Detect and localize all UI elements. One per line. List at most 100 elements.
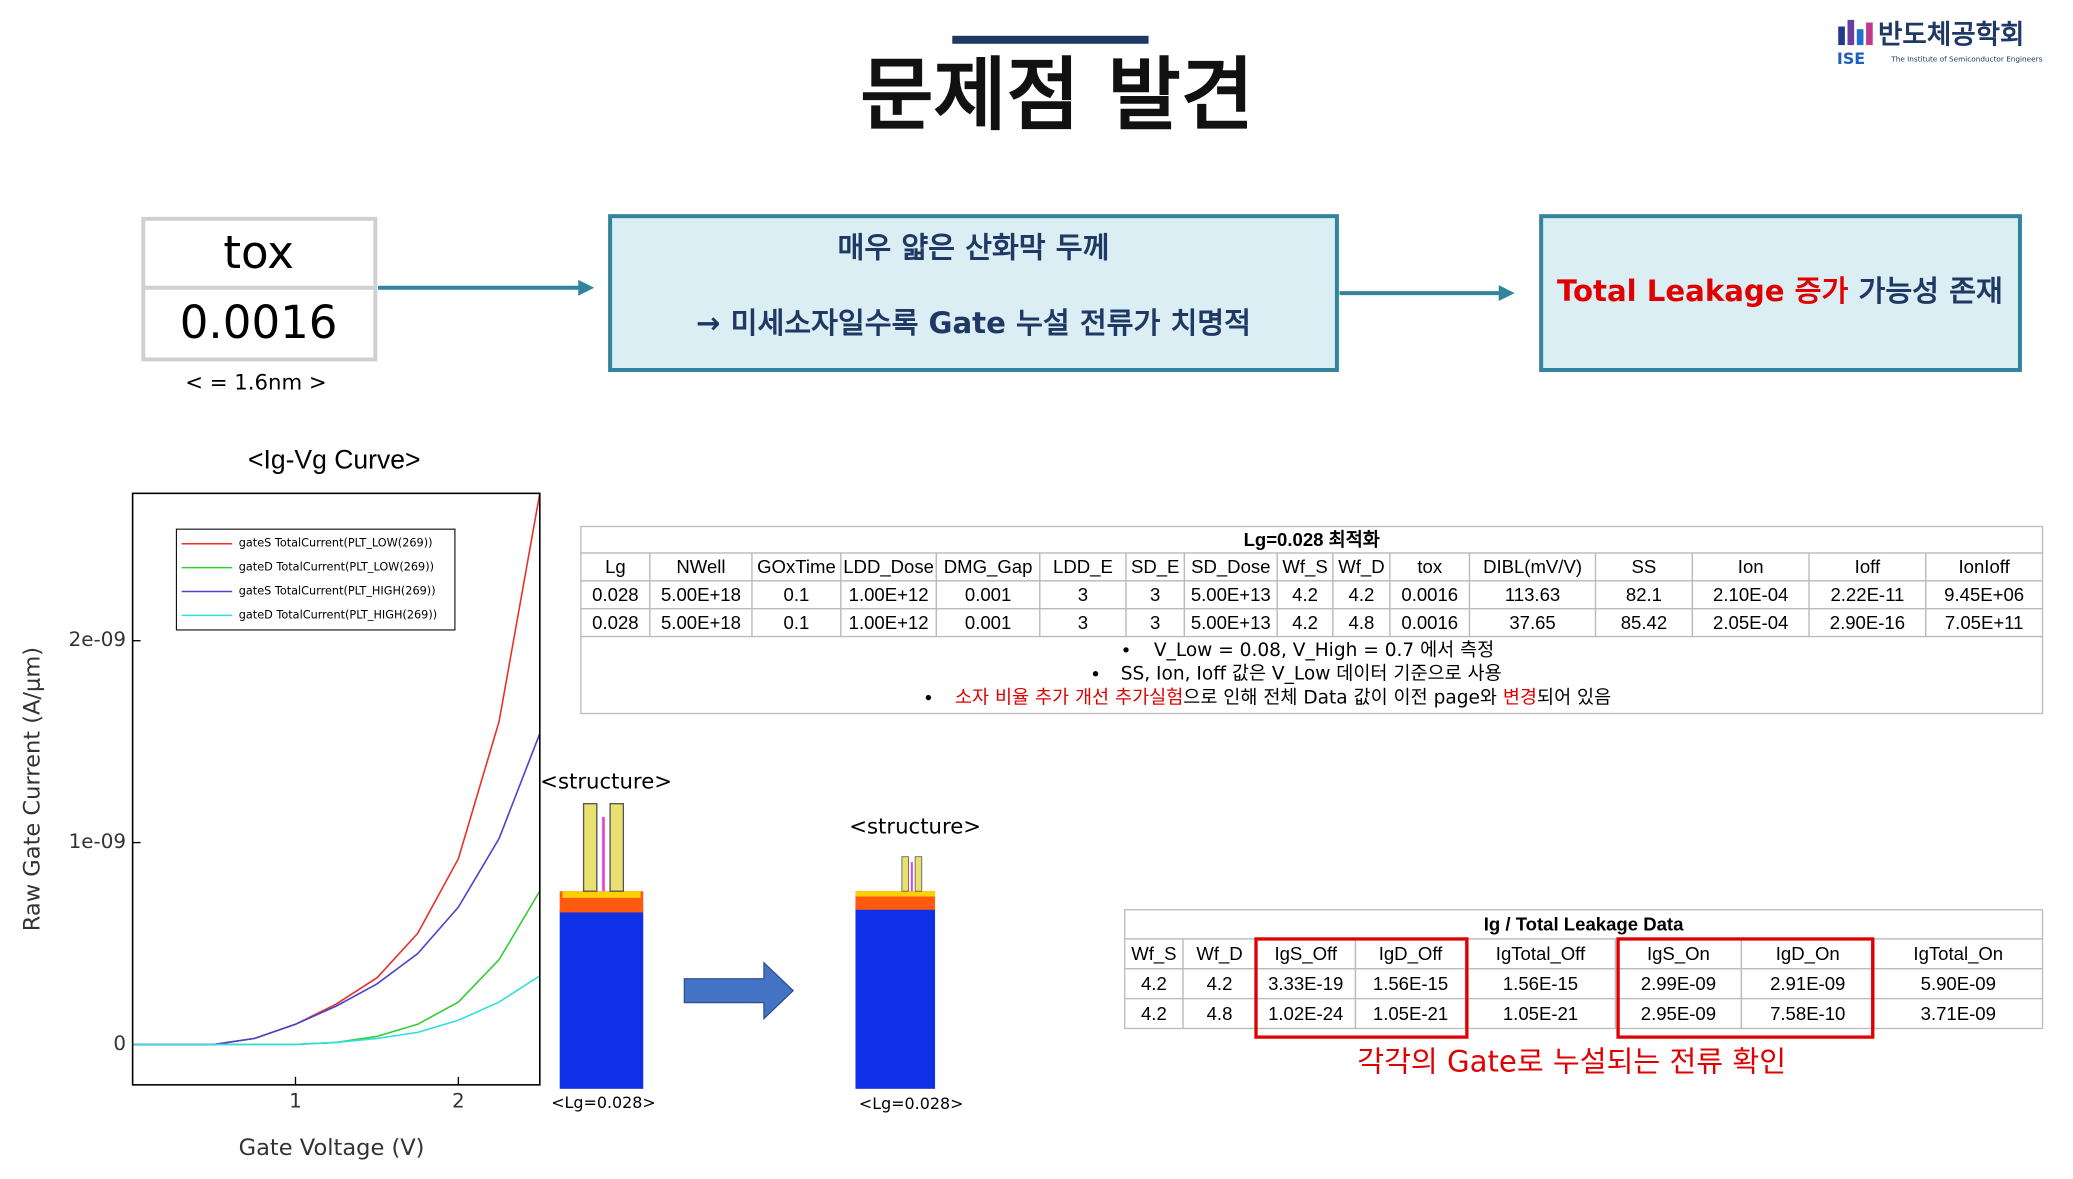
table-header: DIBL(mV/V) xyxy=(1483,556,1582,577)
bullet xyxy=(1123,647,1129,653)
table-header: SS xyxy=(1632,556,1657,577)
logo-subtitle: The Institute of Semiconductor Engineers xyxy=(1890,55,2042,64)
table-value: 3 xyxy=(1150,612,1160,633)
text-segment: 으로 인해 전체 Data 값이 이전 page와 xyxy=(1183,687,1503,708)
table-value: 5.90E-09 xyxy=(1921,973,1996,994)
table-cell xyxy=(1468,608,1597,638)
text-segment: 소자 비율 추가 개선 추가실험 xyxy=(955,687,1183,708)
table-header: Wf_S xyxy=(1282,556,1327,578)
bullet xyxy=(925,694,932,701)
table-cell xyxy=(1468,580,1597,610)
table-value: 9.45E+06 xyxy=(1944,584,2024,605)
table-value: 0.001 xyxy=(965,612,1011,633)
table-cell xyxy=(1124,968,1184,1000)
table-cell xyxy=(1182,997,1257,1030)
table-cell xyxy=(751,580,842,610)
logo-icon xyxy=(1866,22,1873,46)
table-header: IgTotal_Off xyxy=(1496,943,1586,965)
text-segment: V_Low = 0.08, V_High = 0.7 에서 측정 xyxy=(1154,639,1494,660)
table-cell xyxy=(1614,938,1743,970)
table-cell xyxy=(1925,580,2044,610)
table-value: 2.22E-11 xyxy=(1830,584,1904,605)
flow-text: 매우 얇은 산화막 두께 xyxy=(838,230,1110,264)
x-tick-label: 1 xyxy=(289,1090,302,1113)
table-header: Wf_D xyxy=(1196,943,1242,965)
table-header: Wf_S xyxy=(1131,943,1176,965)
text-segment: 가능성 존재 xyxy=(1848,274,2002,308)
doped-region xyxy=(855,891,936,897)
table-value: 2.95E-09 xyxy=(1641,1003,1716,1024)
table-header: SD_E xyxy=(1131,556,1179,578)
table-cell xyxy=(580,608,651,638)
table-value: 82.1 xyxy=(1626,584,1662,605)
table-value: 0.1 xyxy=(784,612,810,633)
table-value: 3 xyxy=(1150,584,1160,605)
structure-caption: <Lg=0.028> xyxy=(859,1094,963,1113)
legend-label: gateD TotalCurrent(PLT_LOW(269)) xyxy=(239,561,434,574)
table-value: 5.00E+13 xyxy=(1191,584,1271,605)
table-cell xyxy=(840,608,938,638)
logo: 반도체공학회 ISE The Institute of Semiconducto… xyxy=(1837,19,2043,68)
table-cell xyxy=(1039,608,1127,638)
table-header: NWell xyxy=(676,556,725,577)
table-cell xyxy=(1468,552,1597,582)
table-cell xyxy=(1691,552,1810,582)
table-value: 4.2 xyxy=(1207,973,1233,994)
data-line xyxy=(132,975,540,1046)
table-title: Ig / Total Leakage Data xyxy=(1484,914,1684,935)
table-value: 1.00E+12 xyxy=(849,584,929,605)
table-value: 0.1 xyxy=(784,584,810,605)
result-text: Total Leakage 증가 가능성 존재 xyxy=(1557,274,2003,308)
tox-label: tox xyxy=(223,226,294,279)
table-value: 4.8 xyxy=(1349,612,1375,633)
table-note: 소자 비율 추가 개선 추가실험으로 인해 전체 Data 값이 이전 page… xyxy=(955,687,1611,708)
table-value: 1.00E+12 xyxy=(849,612,929,633)
table-header: IgS_Off xyxy=(1274,943,1337,965)
table-value: 2.99E-09 xyxy=(1641,973,1716,994)
table-title: Lg=0.028 최적화 xyxy=(1244,529,1380,550)
table-value: 37.65 xyxy=(1509,612,1555,633)
table-cell xyxy=(1614,997,1743,1030)
logo-icon xyxy=(1847,19,1855,46)
table-value: 1.56E-15 xyxy=(1503,973,1578,994)
table-value: 113.63 xyxy=(1505,584,1560,605)
table-header: SD_Dose xyxy=(1191,556,1270,578)
transition-arrow xyxy=(683,961,795,1021)
table-cell xyxy=(1740,938,1875,970)
flow-box xyxy=(608,214,1339,373)
table-cell xyxy=(1464,938,1617,970)
table-header: tox xyxy=(1417,556,1442,577)
table-title-cell xyxy=(1124,909,2044,940)
table-header: Ioff xyxy=(1855,556,1881,577)
table-value: 3 xyxy=(1078,584,1088,605)
table-header: Ion xyxy=(1738,556,1764,577)
table-value: 1.02E-24 xyxy=(1268,1003,1343,1024)
table-cell xyxy=(1276,580,1334,610)
table-value: 3 xyxy=(1078,612,1088,633)
x-axis-label: Gate Voltage (V) xyxy=(239,1135,425,1161)
table-cell xyxy=(1124,938,1184,970)
table-header: LDD_Dose xyxy=(843,556,934,578)
table-cell xyxy=(1332,552,1391,582)
table-header: IgD_Off xyxy=(1379,943,1443,965)
tox-note: < = 1.6nm > xyxy=(185,370,326,395)
table2-note: 각각의 Gate로 누설되는 전류 확인 xyxy=(1357,1045,1786,1079)
table-header: DMG_Gap xyxy=(944,556,1033,578)
table-value: 4.2 xyxy=(1292,612,1318,633)
legend-label: gateS TotalCurrent(PLT_LOW(269)) xyxy=(239,537,433,550)
gate xyxy=(914,856,923,892)
table-value: 7.58E-10 xyxy=(1770,1003,1845,1024)
table-value: 0.028 xyxy=(592,584,638,605)
table-header: GOxTime xyxy=(757,556,836,577)
table-value: 0.0016 xyxy=(1401,584,1458,605)
table-cell xyxy=(1255,997,1357,1030)
structure-title: <structure> xyxy=(540,769,672,794)
table-value: 5.00E+13 xyxy=(1191,612,1271,633)
text-segment: 되어 있음 xyxy=(1537,687,1611,708)
table-value: 2.05E-04 xyxy=(1713,612,1788,633)
flow-text: → 미세소자일수록 Gate 누설 전류가 치명적 xyxy=(696,306,1251,340)
table-value: 7.05E+11 xyxy=(1945,612,2024,633)
table-value: 3.71E-09 xyxy=(1921,1003,1996,1024)
flow-arrow-head xyxy=(578,279,595,296)
table-cell xyxy=(751,552,842,582)
